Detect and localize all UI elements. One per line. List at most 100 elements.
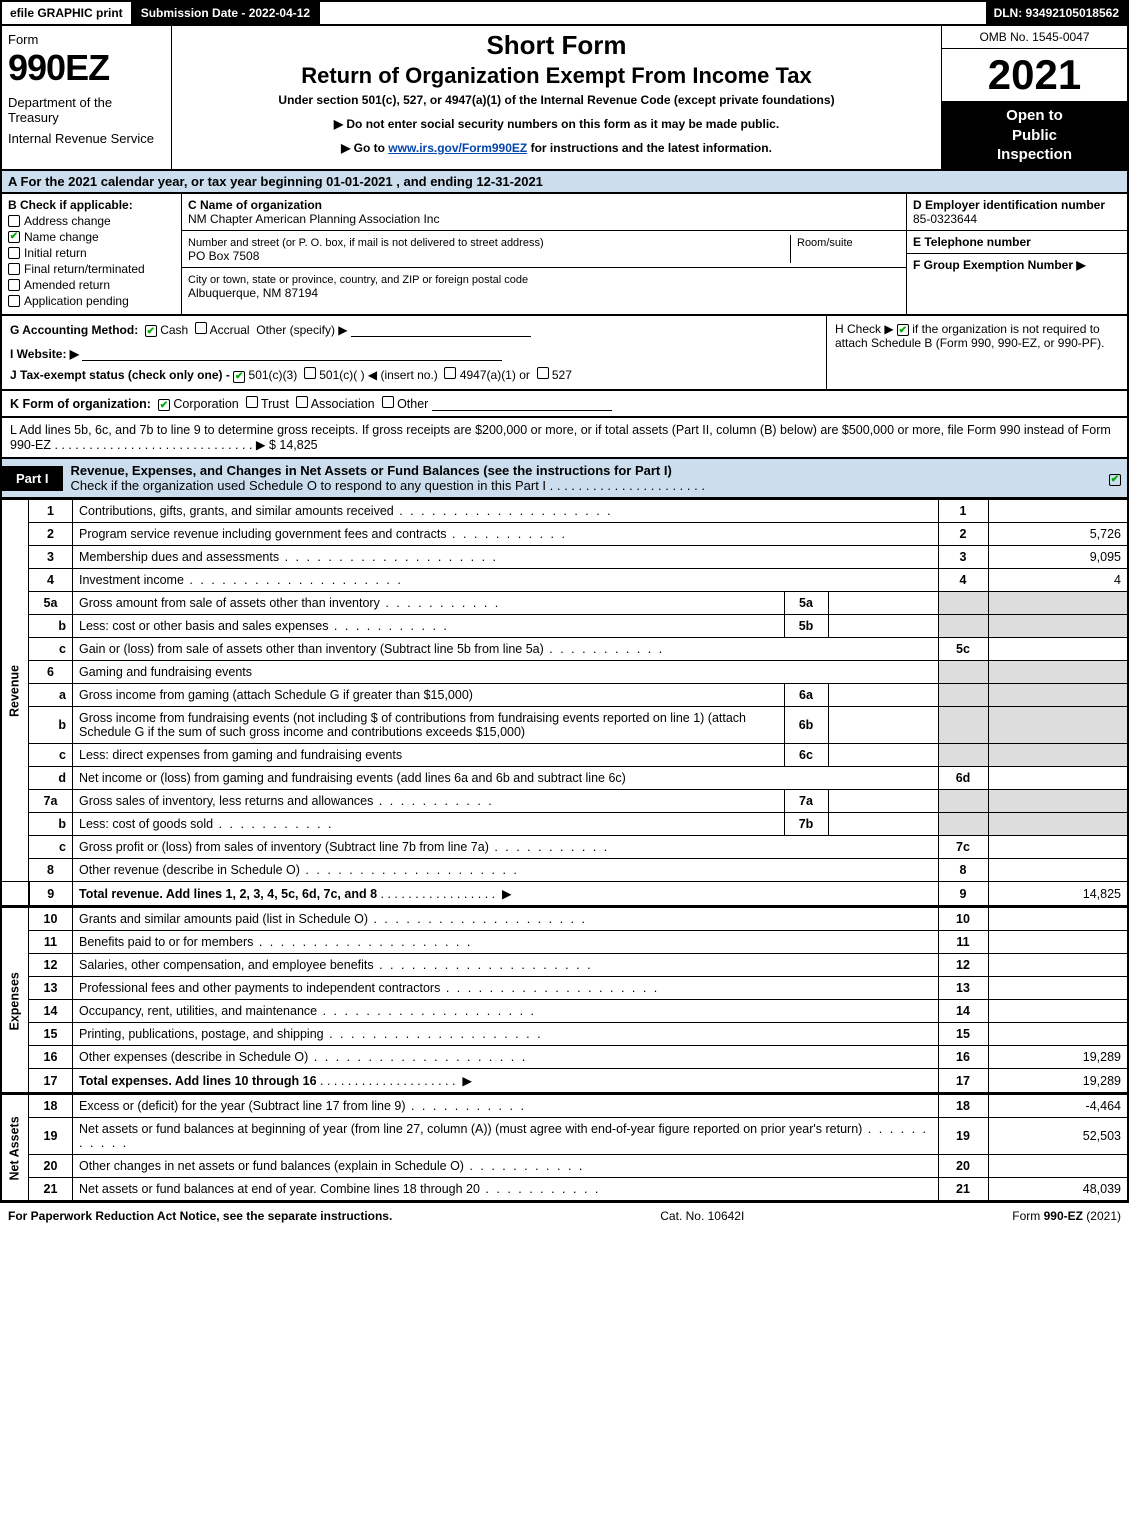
line-value: 5,726: [988, 523, 1128, 546]
footer-right-pre: Form: [1012, 1209, 1043, 1223]
k-label: K Form of organization:: [10, 397, 151, 411]
line-value: 52,503: [988, 1118, 1128, 1155]
revenue-side-label: Revenue: [1, 500, 29, 882]
checkbox-icon[interactable]: [382, 396, 394, 408]
j-o2: 501(c)( ) ◀ (insert no.): [319, 368, 438, 382]
footer-formref: Form 990-EZ (2021): [1012, 1209, 1121, 1223]
table-row: 15 Printing, publications, postage, and …: [1, 1023, 1128, 1046]
shaded-cell: [988, 707, 1128, 744]
street-label: Number and street (or P. O. box, if mail…: [188, 237, 544, 249]
gh-block: G Accounting Method: ✔ Cash Accrual Othe…: [0, 316, 1129, 391]
line-text: Gross profit or (loss) from sales of inv…: [73, 836, 939, 859]
line-l: L Add lines 5b, 6c, and 7b to line 9 to …: [0, 418, 1129, 459]
cb-address-change[interactable]: Address change: [8, 214, 175, 228]
cb-final-return[interactable]: Final return/terminated: [8, 262, 175, 276]
checkbox-icon[interactable]: ✔: [897, 324, 909, 336]
cb-initial-return[interactable]: Initial return: [8, 246, 175, 260]
checkbox-icon[interactable]: ✔: [1109, 474, 1121, 486]
city-label: City or town, state or province, country…: [188, 274, 528, 286]
cb-label: Address change: [24, 214, 111, 228]
line-num: a: [29, 684, 73, 707]
cb-amended-return[interactable]: Amended return: [8, 278, 175, 292]
table-row: 12 Salaries, other compensation, and emp…: [1, 954, 1128, 977]
line-box: 16: [938, 1046, 988, 1069]
g-accrual: Accrual: [210, 323, 250, 337]
footer-right-post: (2021): [1083, 1209, 1121, 1223]
shaded-cell: [988, 813, 1128, 836]
title-short-form: Short Form: [180, 30, 933, 61]
shaded-cell: [938, 661, 988, 684]
inspection-badge: Open to Public Inspection: [942, 102, 1127, 169]
checkbox-icon[interactable]: ✔: [145, 325, 157, 337]
checkbox-icon[interactable]: [304, 367, 316, 379]
cb-label: Initial return: [24, 246, 87, 260]
cb-name-change[interactable]: ✔Name change: [8, 230, 175, 244]
checkbox-icon: [8, 295, 20, 307]
e-label: E Telephone number: [913, 235, 1031, 249]
line-text: Gross sales of inventory, less returns a…: [73, 790, 785, 813]
checkbox-icon[interactable]: [444, 367, 456, 379]
line-box: 3: [938, 546, 988, 569]
checkbox-icon[interactable]: ✔: [158, 399, 170, 411]
line-value: -4,464: [988, 1095, 1128, 1118]
table-row: 17 Total expenses. Add lines 10 through …: [1, 1069, 1128, 1094]
info-block-bcd: B Check if applicable: Address change ✔N…: [0, 194, 1129, 316]
line-num: 15: [29, 1023, 73, 1046]
table-row: 7a Gross sales of inventory, less return…: [1, 790, 1128, 813]
title-return: Return of Organization Exempt From Incom…: [180, 63, 933, 89]
cb-label: Final return/terminated: [24, 262, 145, 276]
checkbox-icon[interactable]: [537, 367, 549, 379]
checkbox-icon[interactable]: ✔: [233, 371, 245, 383]
checkbox-icon[interactable]: [195, 322, 207, 334]
inner-box: 6c: [784, 744, 828, 767]
line-text: Program service revenue including govern…: [73, 523, 939, 546]
table-row: 14 Occupancy, rent, utilities, and maint…: [1, 1000, 1128, 1023]
part-1-sub: Check if the organization used Schedule …: [71, 478, 705, 493]
table-row: Expenses 10 Grants and similar amounts p…: [1, 908, 1128, 931]
checkbox-icon[interactable]: [246, 396, 258, 408]
line-num: 7a: [29, 790, 73, 813]
line-num: b: [29, 813, 73, 836]
checkbox-icon: [8, 247, 20, 259]
f-label: F Group Exemption Number ▶: [913, 258, 1086, 272]
line-text: Gain or (loss) from sale of assets other…: [73, 638, 939, 661]
section-d: D Employer identification number 85-0323…: [907, 194, 1127, 314]
line-text: Less: cost of goods sold: [73, 813, 785, 836]
k-other: Other: [397, 397, 428, 411]
expenses-table: Expenses 10 Grants and similar amounts p…: [0, 907, 1129, 1094]
netassets-side-label: Net Assets: [1, 1095, 29, 1202]
line-num: c: [29, 638, 73, 661]
line-num: c: [29, 744, 73, 767]
line-box: 17: [938, 1069, 988, 1094]
form-header: Form 990EZ Department of the Treasury In…: [0, 26, 1129, 171]
cb-label: Amended return: [24, 278, 110, 292]
line-box: 21: [938, 1178, 988, 1202]
city-value: Albuquerque, NM 87194: [188, 286, 318, 300]
table-row: 19 Net assets or fund balances at beginn…: [1, 1118, 1128, 1155]
cb-application-pending[interactable]: Application pending: [8, 294, 175, 308]
line-value: [988, 1023, 1128, 1046]
irs-link[interactable]: www.irs.gov/Form990EZ: [388, 141, 527, 155]
line-value: [988, 1155, 1128, 1178]
line-num: d: [29, 767, 73, 790]
line-num: 18: [29, 1095, 73, 1118]
shaded-cell: [988, 684, 1128, 707]
k-trust: Trust: [261, 397, 289, 411]
line-text: Less: cost or other basis and sales expe…: [73, 615, 785, 638]
line-num: 14: [29, 1000, 73, 1023]
line-box: 10: [938, 908, 988, 931]
line-text: Gross income from gaming (attach Schedul…: [73, 684, 785, 707]
line-text: Gross income from fundraising events (no…: [73, 707, 785, 744]
shaded-cell: [938, 684, 988, 707]
line-text: Excess or (deficit) for the year (Subtra…: [73, 1095, 939, 1118]
efile-print-button[interactable]: efile GRAPHIC print: [2, 2, 133, 24]
website-input[interactable]: [82, 347, 502, 361]
line-num: 21: [29, 1178, 73, 1202]
j-o3: 4947(a)(1) or: [460, 368, 530, 382]
room-label: Room/suite: [797, 237, 853, 249]
inner-value: [828, 615, 938, 638]
line-box: 13: [938, 977, 988, 1000]
checkbox-icon[interactable]: [296, 396, 308, 408]
line-value: 4: [988, 569, 1128, 592]
table-row: b Less: cost of goods sold 7b: [1, 813, 1128, 836]
